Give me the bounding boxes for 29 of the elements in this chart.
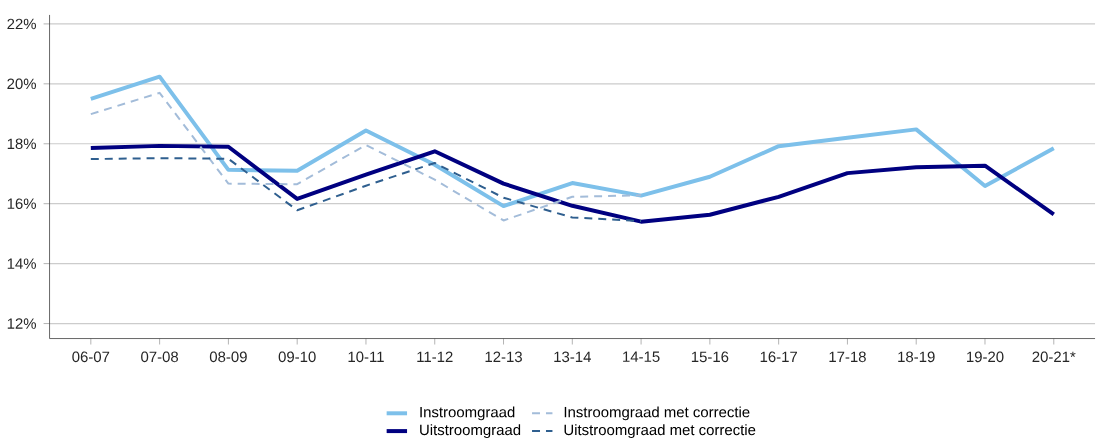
legend-label: Uitstroomgraad (420, 424, 521, 439)
y-tick-label: 22% (7, 18, 36, 30)
x-tick-label: 16-17 (760, 351, 797, 363)
y-tick-label: 12% (7, 318, 36, 329)
line-series (89, 91, 643, 222)
legend-label: Instroomgraad met correctie (564, 406, 750, 421)
line-series (89, 157, 643, 223)
x-tick-label: 17-18 (829, 351, 866, 363)
y-tick-label: 16% (7, 198, 36, 210)
x-tick-label: 08-09 (209, 351, 247, 363)
x-tick-label: 12-13 (485, 351, 522, 363)
x-tick-label: 07-08 (141, 351, 179, 363)
x-tick-label: 09-10 (278, 351, 316, 363)
line-series (88, 74, 1056, 209)
x-tick-label: 10-11 (348, 351, 384, 363)
x-tick-label: 13-14 (554, 351, 591, 363)
legend-label: Instroomgraad (420, 406, 515, 421)
x-tick-label: 14-15 (623, 351, 660, 362)
x-tick-label: 18-19 (898, 351, 935, 363)
x-tick-label: 15-16 (691, 351, 729, 363)
y-tick-label: 18% (7, 138, 36, 150)
legend-label: Uitstroomgraad met correctie (564, 424, 756, 439)
x-tick-label: 20-21* (1032, 351, 1076, 363)
y-tick-label: 14% (7, 258, 36, 269)
x-tick-label: 11-12 (417, 351, 453, 362)
line-series (88, 143, 1056, 224)
x-tick-label: 06-07 (72, 351, 110, 363)
x-tick-label: 19-20 (967, 351, 1004, 363)
y-tick-label: 20% (7, 78, 36, 90)
